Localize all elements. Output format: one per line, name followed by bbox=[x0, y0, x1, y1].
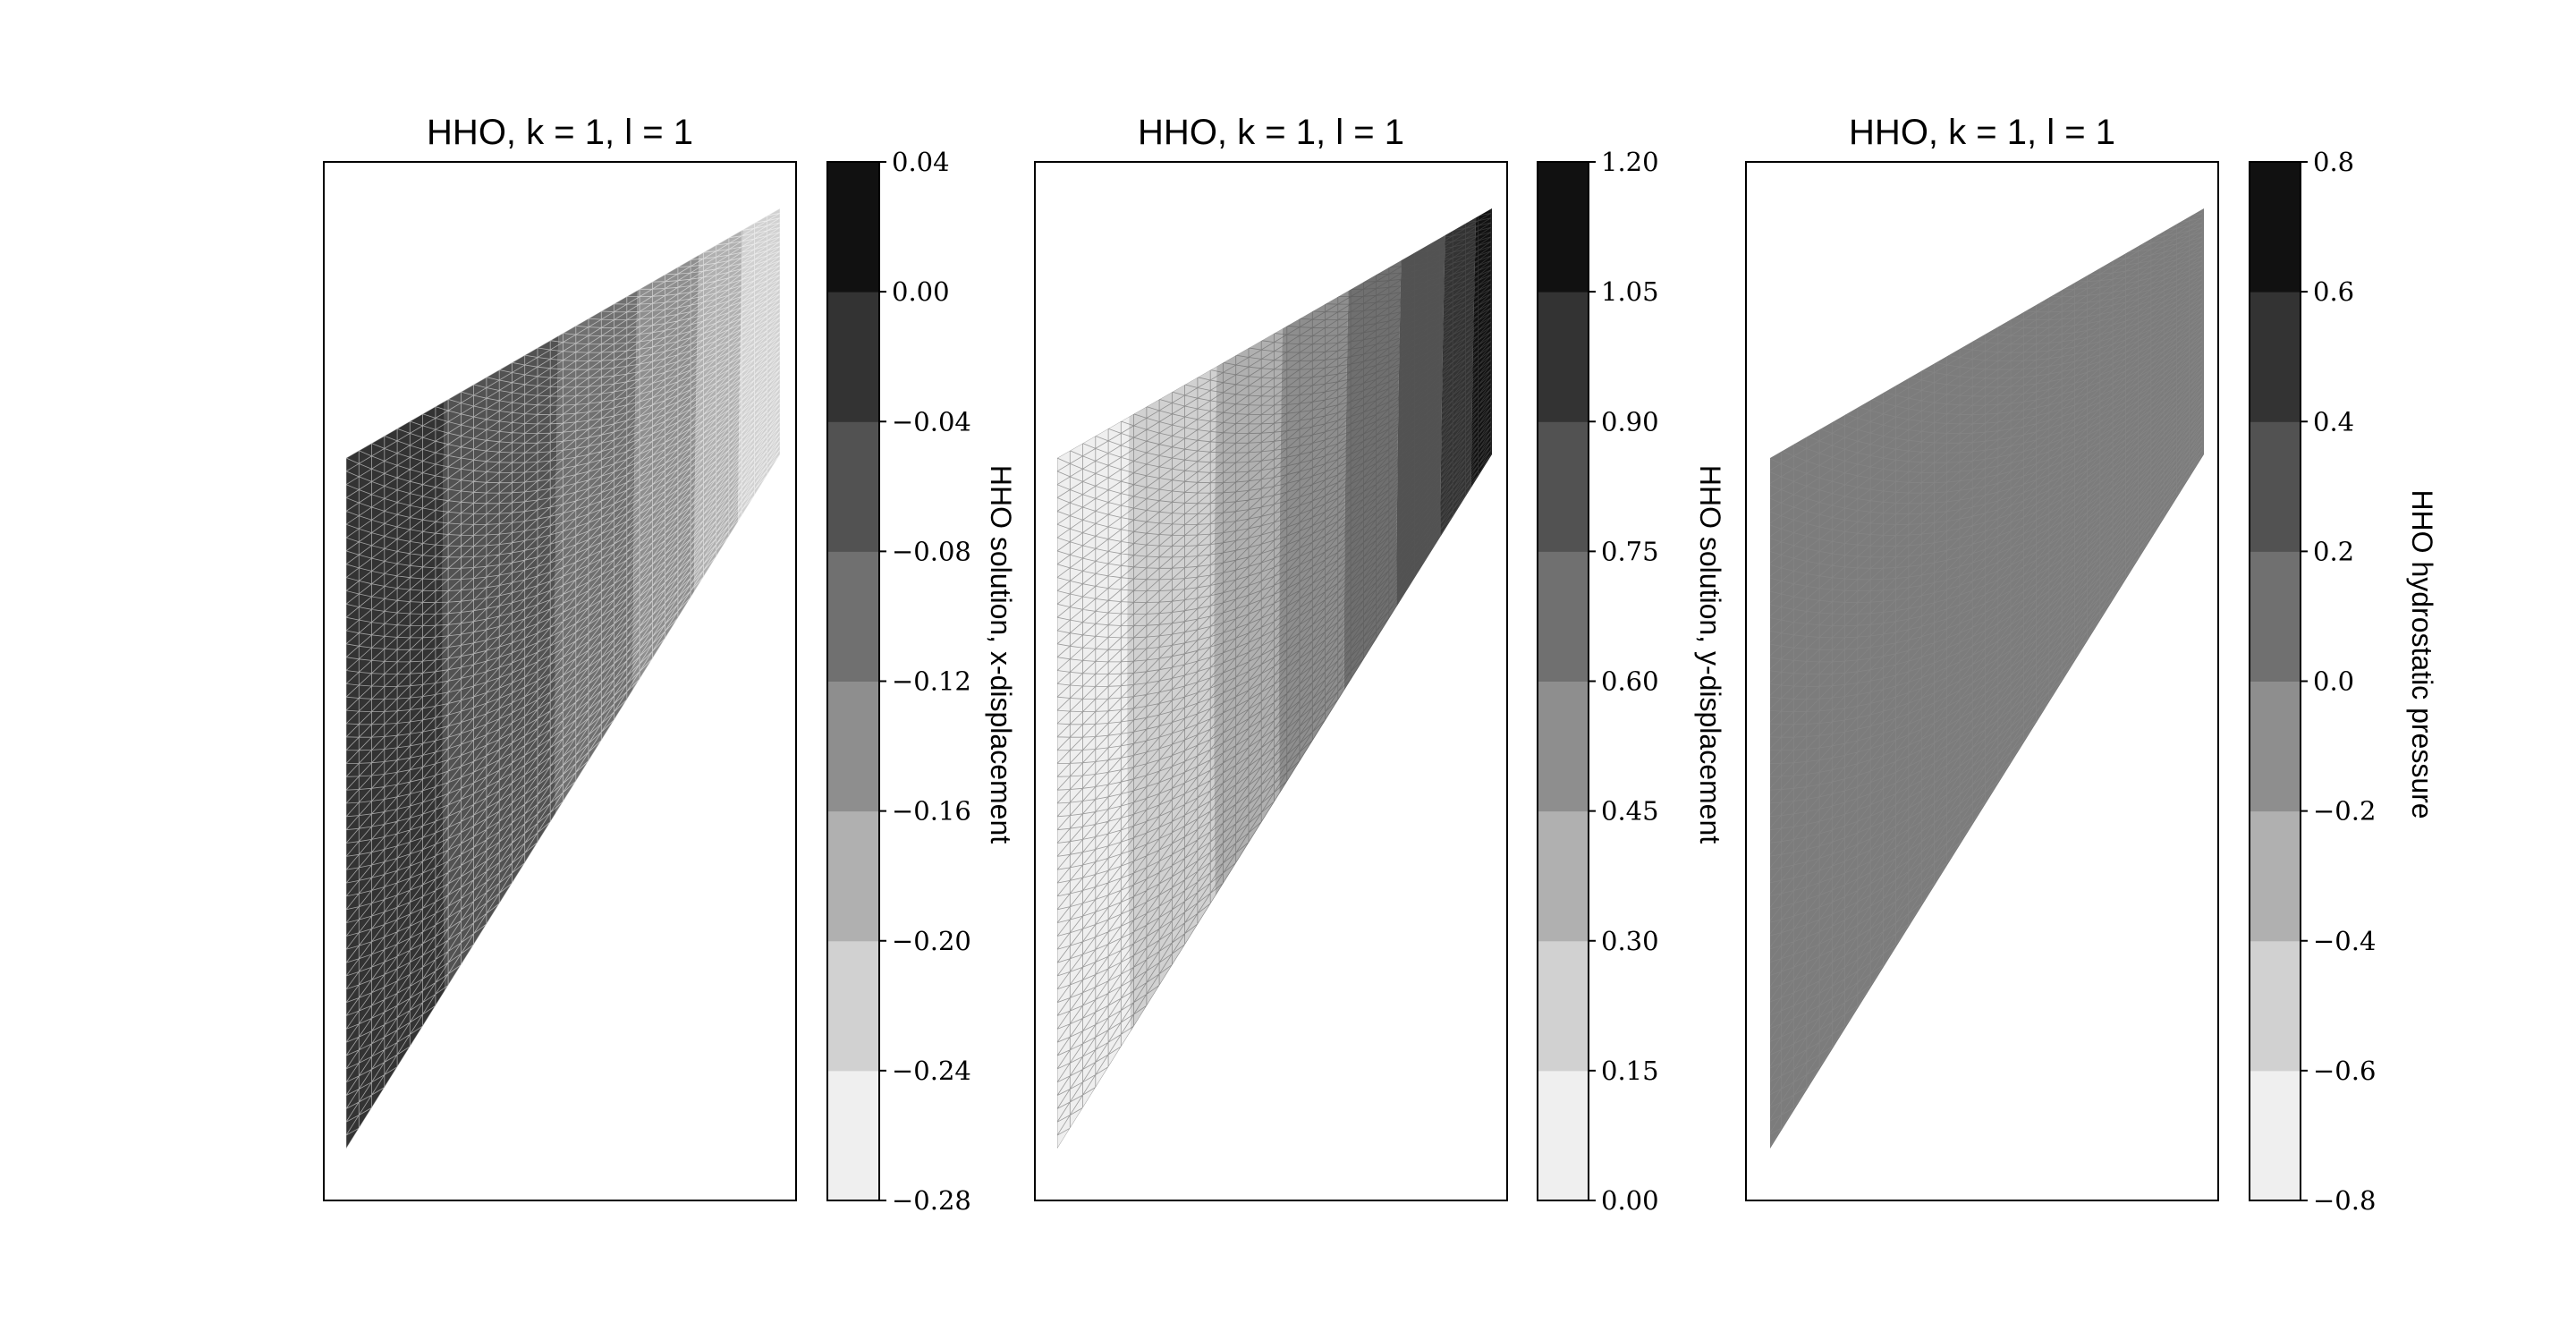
colorbar-tick-label: 0.0 bbox=[2313, 666, 2354, 697]
colorbar-tick-label: −0.24 bbox=[892, 1056, 971, 1086]
colorbar-tick-label: −0.12 bbox=[892, 666, 971, 697]
colorbar-segment bbox=[827, 162, 879, 293]
colorbar-segment bbox=[827, 810, 879, 942]
colorbar-segment bbox=[1538, 162, 1589, 293]
colorbar-tick-label: −0.16 bbox=[892, 796, 971, 827]
colorbar-tick-label: 0.04 bbox=[892, 147, 950, 177]
colorbar-segment bbox=[2250, 1070, 2301, 1201]
contour-band bbox=[1343, 208, 1404, 1149]
colorbar-tick-label: −0.08 bbox=[892, 536, 971, 566]
colorbar-tick-label: 0.00 bbox=[1601, 1185, 1659, 1216]
colorbar-tick-label: −0.2 bbox=[2313, 796, 2376, 827]
mesh bbox=[1057, 208, 1492, 1149]
colorbar-segment bbox=[827, 940, 879, 1072]
colorbar-tick-label: 0.90 bbox=[1601, 406, 1659, 437]
colorbar-segment bbox=[1538, 940, 1589, 1072]
colorbar-label: HHO hydrostatic pressure bbox=[2406, 489, 2438, 818]
colorbar-segment bbox=[827, 1070, 879, 1201]
colorbar-segment bbox=[2250, 292, 2301, 422]
colorbar-tick-label: −0.4 bbox=[2313, 926, 2376, 956]
colorbar: 0.8 0.6 0.4 0.2 0.0 −0.2 −0.4 −0.6 −0.8 HHO hydro… bbox=[2249, 147, 2438, 1216]
colorbar-segment bbox=[1538, 551, 1589, 682]
colorbar-segment bbox=[2250, 421, 2301, 552]
colorbar: 1.20 1.05 0.90 0.75 0.60 0.45 0.30 0.15 0.00 HHO … bbox=[1537, 147, 1726, 1216]
axes-frame bbox=[1745, 161, 2219, 1201]
colorbar-tick-label: 0.4 bbox=[2313, 406, 2354, 437]
contour-band bbox=[1439, 208, 1479, 1149]
colorbar-tick-label: −0.20 bbox=[892, 926, 971, 956]
colorbar-segment bbox=[827, 292, 879, 422]
colorbar-tick-label: 0.8 bbox=[2313, 147, 2354, 177]
colorbar-label: HHO solution, x-displacement bbox=[985, 465, 1017, 844]
colorbar-segment bbox=[827, 551, 879, 682]
panel-2: HHO, k = 1, l = 1 1.20 1.05 0.90 0.75 0.60 0.4… bbox=[1034, 113, 1726, 1216]
panel-title: HHO, k = 1, l = 1 bbox=[427, 113, 693, 152]
colorbar-segment bbox=[1538, 1070, 1589, 1201]
colorbar-tick-label: −0.6 bbox=[2313, 1056, 2376, 1086]
colorbar-tick-label: 0.15 bbox=[1601, 1056, 1659, 1086]
colorbar-tick-label: 1.05 bbox=[1601, 276, 1659, 307]
contour-band bbox=[1057, 208, 1136, 1149]
colorbar-segment bbox=[827, 681, 879, 812]
panel-1: HHO, k = 1, l = 1 0.04 0.00 −0.04 −0.08 −0.12… bbox=[323, 113, 1017, 1216]
contour-band bbox=[737, 208, 780, 1149]
mesh-lines bbox=[346, 208, 780, 1149]
colorbar-segment bbox=[2250, 681, 2301, 812]
colorbar-segment bbox=[2250, 810, 2301, 942]
colorbar-label: HHO solution, y-displacement bbox=[1694, 465, 1726, 844]
colorbar-segment bbox=[2250, 162, 2301, 293]
axes-frame bbox=[323, 161, 797, 1201]
panel-title: HHO, k = 1, l = 1 bbox=[1849, 113, 2115, 152]
mesh bbox=[1770, 208, 2203, 1149]
colorbar-tick-label: −0.04 bbox=[892, 406, 971, 437]
colorbar-segment bbox=[1538, 810, 1589, 942]
colorbar-tick-label: −0.28 bbox=[892, 1185, 971, 1216]
mesh bbox=[346, 208, 780, 1149]
colorbar-tick-label: 1.20 bbox=[1601, 147, 1659, 177]
mesh-lines bbox=[1057, 208, 1492, 1149]
colorbar: 0.04 0.00 −0.04 −0.08 −0.12 −0.16 −0.20 −0.24 −0… bbox=[826, 147, 1017, 1216]
mesh-lines bbox=[1770, 208, 2203, 1149]
colorbar-tick-label: 0.30 bbox=[1601, 926, 1659, 956]
colorbar-tick-label: 0.6 bbox=[2313, 276, 2354, 307]
colorbar-segment bbox=[827, 421, 879, 552]
colorbar-segment bbox=[2250, 940, 2301, 1072]
colorbar-tick-label: 0.2 bbox=[2313, 536, 2354, 566]
colorbar-segment bbox=[1538, 681, 1589, 812]
colorbar-tick-label: 0.45 bbox=[1601, 796, 1659, 827]
colorbar-segment bbox=[1538, 421, 1589, 552]
panel-title: HHO, k = 1, l = 1 bbox=[1138, 113, 1404, 152]
panel-3: HHO, k = 1, l = 1 0.8 0.6 0.4 0.2 0.0 −0.2 −0.4… bbox=[1745, 113, 2438, 1216]
axes-frame bbox=[1034, 161, 1508, 1201]
colorbar-segment bbox=[1538, 292, 1589, 422]
colorbar-tick-label: 0.00 bbox=[892, 276, 950, 307]
colorbar-tick-label: −0.8 bbox=[2313, 1185, 2376, 1216]
colorbar-segment bbox=[2250, 551, 2301, 682]
colorbar-tick-label: 0.75 bbox=[1601, 536, 1659, 566]
colorbar-tick-label: 0.60 bbox=[1601, 666, 1659, 697]
